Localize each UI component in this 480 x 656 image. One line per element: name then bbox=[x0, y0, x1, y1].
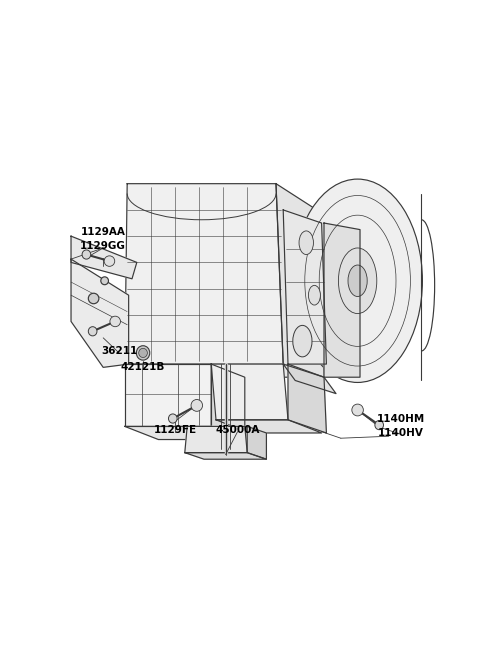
Ellipse shape bbox=[104, 256, 115, 266]
Text: 1129GG: 1129GG bbox=[80, 241, 126, 251]
Polygon shape bbox=[71, 236, 137, 279]
Text: 1129AA: 1129AA bbox=[81, 227, 126, 237]
Ellipse shape bbox=[375, 420, 384, 430]
Ellipse shape bbox=[293, 325, 312, 357]
Ellipse shape bbox=[338, 248, 377, 314]
Polygon shape bbox=[125, 184, 283, 364]
Ellipse shape bbox=[293, 179, 422, 382]
Ellipse shape bbox=[88, 327, 97, 336]
Text: 36211: 36211 bbox=[101, 346, 137, 356]
Polygon shape bbox=[324, 223, 360, 377]
Polygon shape bbox=[125, 426, 245, 440]
Ellipse shape bbox=[191, 400, 203, 411]
Text: 42121B: 42121B bbox=[121, 362, 165, 373]
Polygon shape bbox=[276, 184, 324, 377]
Polygon shape bbox=[288, 364, 326, 433]
Ellipse shape bbox=[309, 285, 321, 305]
Text: 1129FE: 1129FE bbox=[154, 424, 197, 435]
Ellipse shape bbox=[136, 346, 150, 360]
Ellipse shape bbox=[82, 250, 91, 259]
Ellipse shape bbox=[299, 231, 313, 255]
Polygon shape bbox=[185, 426, 247, 453]
Ellipse shape bbox=[168, 414, 177, 423]
Polygon shape bbox=[211, 364, 245, 440]
Polygon shape bbox=[211, 364, 288, 420]
Polygon shape bbox=[216, 420, 322, 433]
Ellipse shape bbox=[139, 348, 147, 358]
Text: 45000A: 45000A bbox=[216, 424, 260, 435]
Polygon shape bbox=[283, 210, 326, 364]
Ellipse shape bbox=[101, 277, 108, 285]
Polygon shape bbox=[283, 364, 336, 394]
Polygon shape bbox=[125, 364, 324, 377]
Polygon shape bbox=[247, 426, 266, 459]
Text: 1140HV: 1140HV bbox=[378, 428, 424, 438]
Ellipse shape bbox=[110, 316, 120, 327]
Polygon shape bbox=[125, 364, 211, 426]
Ellipse shape bbox=[348, 265, 367, 297]
Text: 1140HM: 1140HM bbox=[377, 413, 425, 424]
Polygon shape bbox=[71, 259, 129, 367]
Polygon shape bbox=[185, 453, 266, 459]
Ellipse shape bbox=[88, 293, 99, 304]
Ellipse shape bbox=[352, 404, 363, 416]
